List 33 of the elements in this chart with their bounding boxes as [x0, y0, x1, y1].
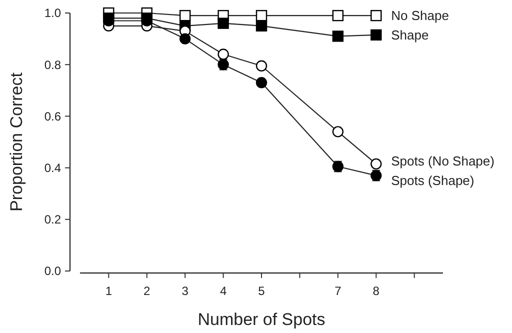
x-tick-label: 2: [144, 284, 151, 298]
point: [256, 10, 268, 22]
point: [218, 48, 229, 60]
x-tick-label: 7: [334, 284, 342, 298]
point: [256, 20, 268, 32]
point: [256, 60, 268, 72]
series-label: Shape: [391, 27, 429, 42]
point: [218, 18, 229, 29]
point: [179, 10, 191, 22]
y-tick-label: 0.6: [44, 109, 62, 124]
x-tick-label: 4: [220, 284, 227, 298]
point: [256, 77, 268, 88]
x-axis-title: Number of Spots: [198, 310, 326, 329]
point: [332, 10, 344, 22]
point: [332, 30, 344, 42]
y-tick-label: 0.4: [44, 161, 62, 175]
x-tick-label: 8: [372, 284, 380, 298]
y-tick-label: 0.8: [44, 58, 62, 72]
series-label: Spots (No Shape): [391, 153, 494, 168]
x-tick-label: 5: [258, 284, 266, 298]
point: [370, 29, 382, 41]
x-tick-label: 3: [182, 284, 189, 298]
y-tick-label: 1.0: [44, 6, 62, 20]
point: [332, 126, 344, 138]
x-tick-label: 1: [105, 284, 112, 298]
point: [179, 33, 191, 44]
point: [370, 158, 382, 170]
y-axis-title: Proportion Correct: [7, 72, 26, 212]
point: [370, 10, 382, 22]
series-label: No Shape: [391, 8, 449, 24]
y-tick-label: 0.2: [44, 212, 62, 227]
series-label: Spots (Shape): [391, 173, 474, 188]
y-tick-label: 0.0: [44, 264, 62, 278]
